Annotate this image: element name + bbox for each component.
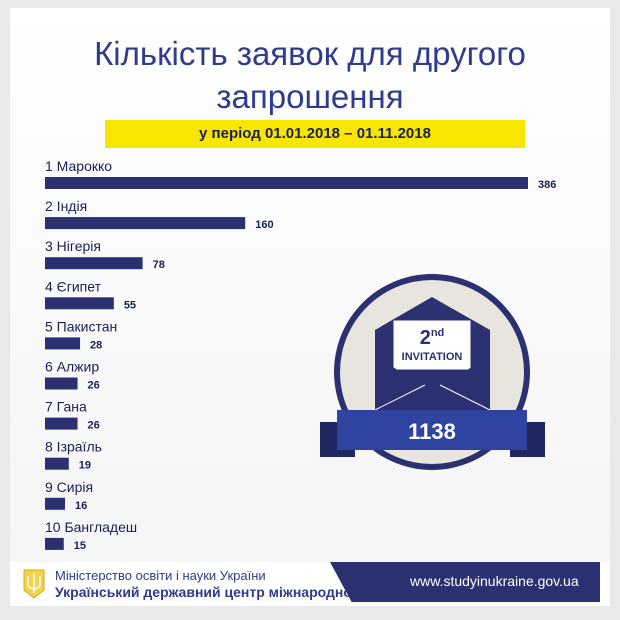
- trident-icon: [23, 569, 45, 599]
- category-label: 2 Індія: [45, 198, 87, 214]
- category-label: 6 Алжир: [45, 359, 99, 375]
- value-label: 26: [88, 420, 100, 432]
- value-label: 160: [255, 219, 273, 231]
- value-label: 55: [124, 299, 136, 311]
- bar: [45, 297, 114, 310]
- bar: [45, 457, 69, 470]
- bar: [45, 257, 143, 270]
- bar: [45, 417, 78, 430]
- value-label: 16: [75, 500, 87, 512]
- category-label: 10 Бангладеш: [45, 519, 137, 535]
- category-label: 3 Нігерія: [45, 238, 101, 254]
- category-label: 8 Ізраїль: [45, 439, 102, 455]
- bar: [45, 537, 64, 550]
- category-label: 1 Марокко: [45, 158, 112, 174]
- value-label: 78: [153, 259, 165, 271]
- ministry-name: Міністерство освіти і науки України: [55, 568, 266, 583]
- value-label: 26: [88, 380, 100, 392]
- category-label: 9 Сирія: [45, 479, 93, 495]
- value-label: 15: [74, 540, 86, 552]
- bar: [45, 497, 66, 510]
- badge-ribbon: [337, 410, 527, 450]
- bar: [45, 177, 528, 189]
- center-name: Український державний центр міжнародної …: [55, 584, 404, 600]
- category-label: 4 Єгипет: [45, 278, 102, 294]
- url-banner: [330, 562, 600, 602]
- category-label: 5 Пакистан: [45, 318, 117, 334]
- value-label: 19: [79, 460, 91, 472]
- badge-total: 1138: [408, 419, 456, 444]
- invitation-badge: 2nd INVITATION 1138: [320, 274, 545, 470]
- value-label: 386: [538, 179, 556, 191]
- period-subtitle: у період 01.01.2018 – 01.11.2018: [105, 120, 525, 148]
- value-label: 28: [90, 339, 102, 351]
- svg-text:2nd: 2nd: [420, 327, 445, 349]
- bar: [45, 217, 246, 230]
- badge-ordinal: 2: [420, 327, 431, 349]
- bar: [45, 337, 81, 350]
- bar: [45, 377, 78, 390]
- category-label: 7 Гана: [45, 399, 87, 415]
- chart-title: Кількість заявок для другого запрошення: [94, 35, 526, 115]
- website-link[interactable]: www.studyinukraine.gov.ua: [410, 573, 579, 589]
- badge-label: INVITATION: [402, 351, 463, 363]
